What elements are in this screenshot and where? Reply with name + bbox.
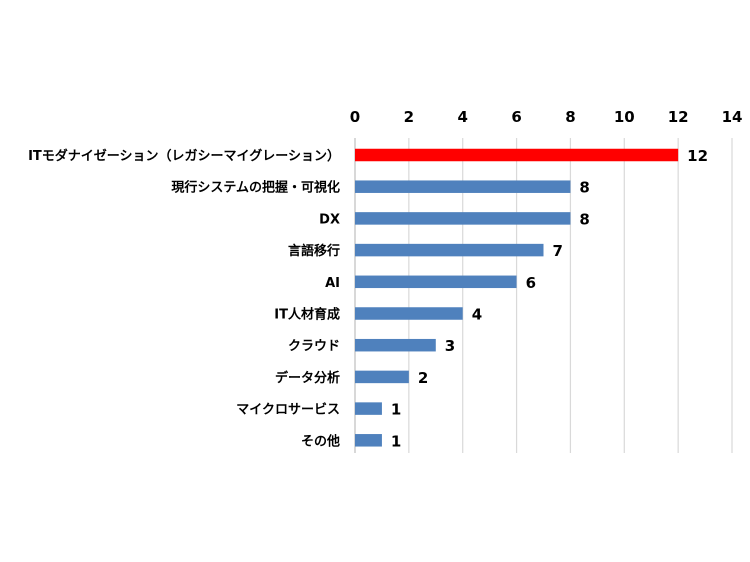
category-label: 現行システムの把握・可視化: [171, 180, 340, 196]
bar: [355, 338, 436, 352]
data-label: 6: [526, 274, 536, 292]
x-tick-label: 2: [404, 108, 414, 126]
category-label: ITモダナイゼーション（レガシーマイグレーション）: [28, 148, 340, 164]
data-label: 3: [445, 337, 455, 355]
bars: [355, 148, 679, 447]
x-tick-label: 12: [668, 108, 689, 126]
category-labels: ITモダナイゼーション（レガシーマイグレーション） 現行システムの把握・可視化 DX…: [28, 148, 340, 449]
data-label: 4: [472, 306, 482, 324]
bar: [355, 370, 409, 384]
x-axis-ticks: 0 2 4 6 8 10 12 14: [350, 108, 743, 126]
data-label: 12: [687, 147, 708, 165]
bar: [355, 434, 382, 447]
category-label: IT人材育成: [274, 307, 340, 323]
category-label: クラウド: [288, 339, 340, 354]
data-label: 7: [553, 242, 563, 260]
category-label: データ分析: [275, 370, 340, 386]
data-label: 8: [579, 179, 589, 197]
x-tick-label: 6: [511, 108, 521, 126]
x-tick-label: 8: [565, 108, 575, 126]
category-label: 言語移行: [288, 243, 340, 259]
x-tick-label: 0: [350, 108, 360, 126]
category-label: DX: [319, 212, 340, 227]
category-label: その他: [301, 433, 340, 449]
data-label: 1: [391, 432, 401, 450]
category-label: AI: [325, 276, 340, 291]
bar: [355, 243, 544, 257]
x-tick-label: 14: [722, 108, 743, 126]
bar: [355, 180, 571, 193]
data-label: 2: [418, 369, 428, 387]
category-label: マイクロサービス: [236, 402, 340, 418]
bar: [355, 275, 517, 289]
data-label: 8: [579, 210, 589, 228]
bar: [355, 307, 463, 320]
bar: [355, 212, 571, 225]
data-label: 1: [391, 401, 401, 419]
bar: [355, 402, 382, 415]
x-tick-label: 10: [614, 108, 635, 126]
bar: [355, 148, 679, 162]
x-tick-label: 4: [457, 108, 467, 126]
